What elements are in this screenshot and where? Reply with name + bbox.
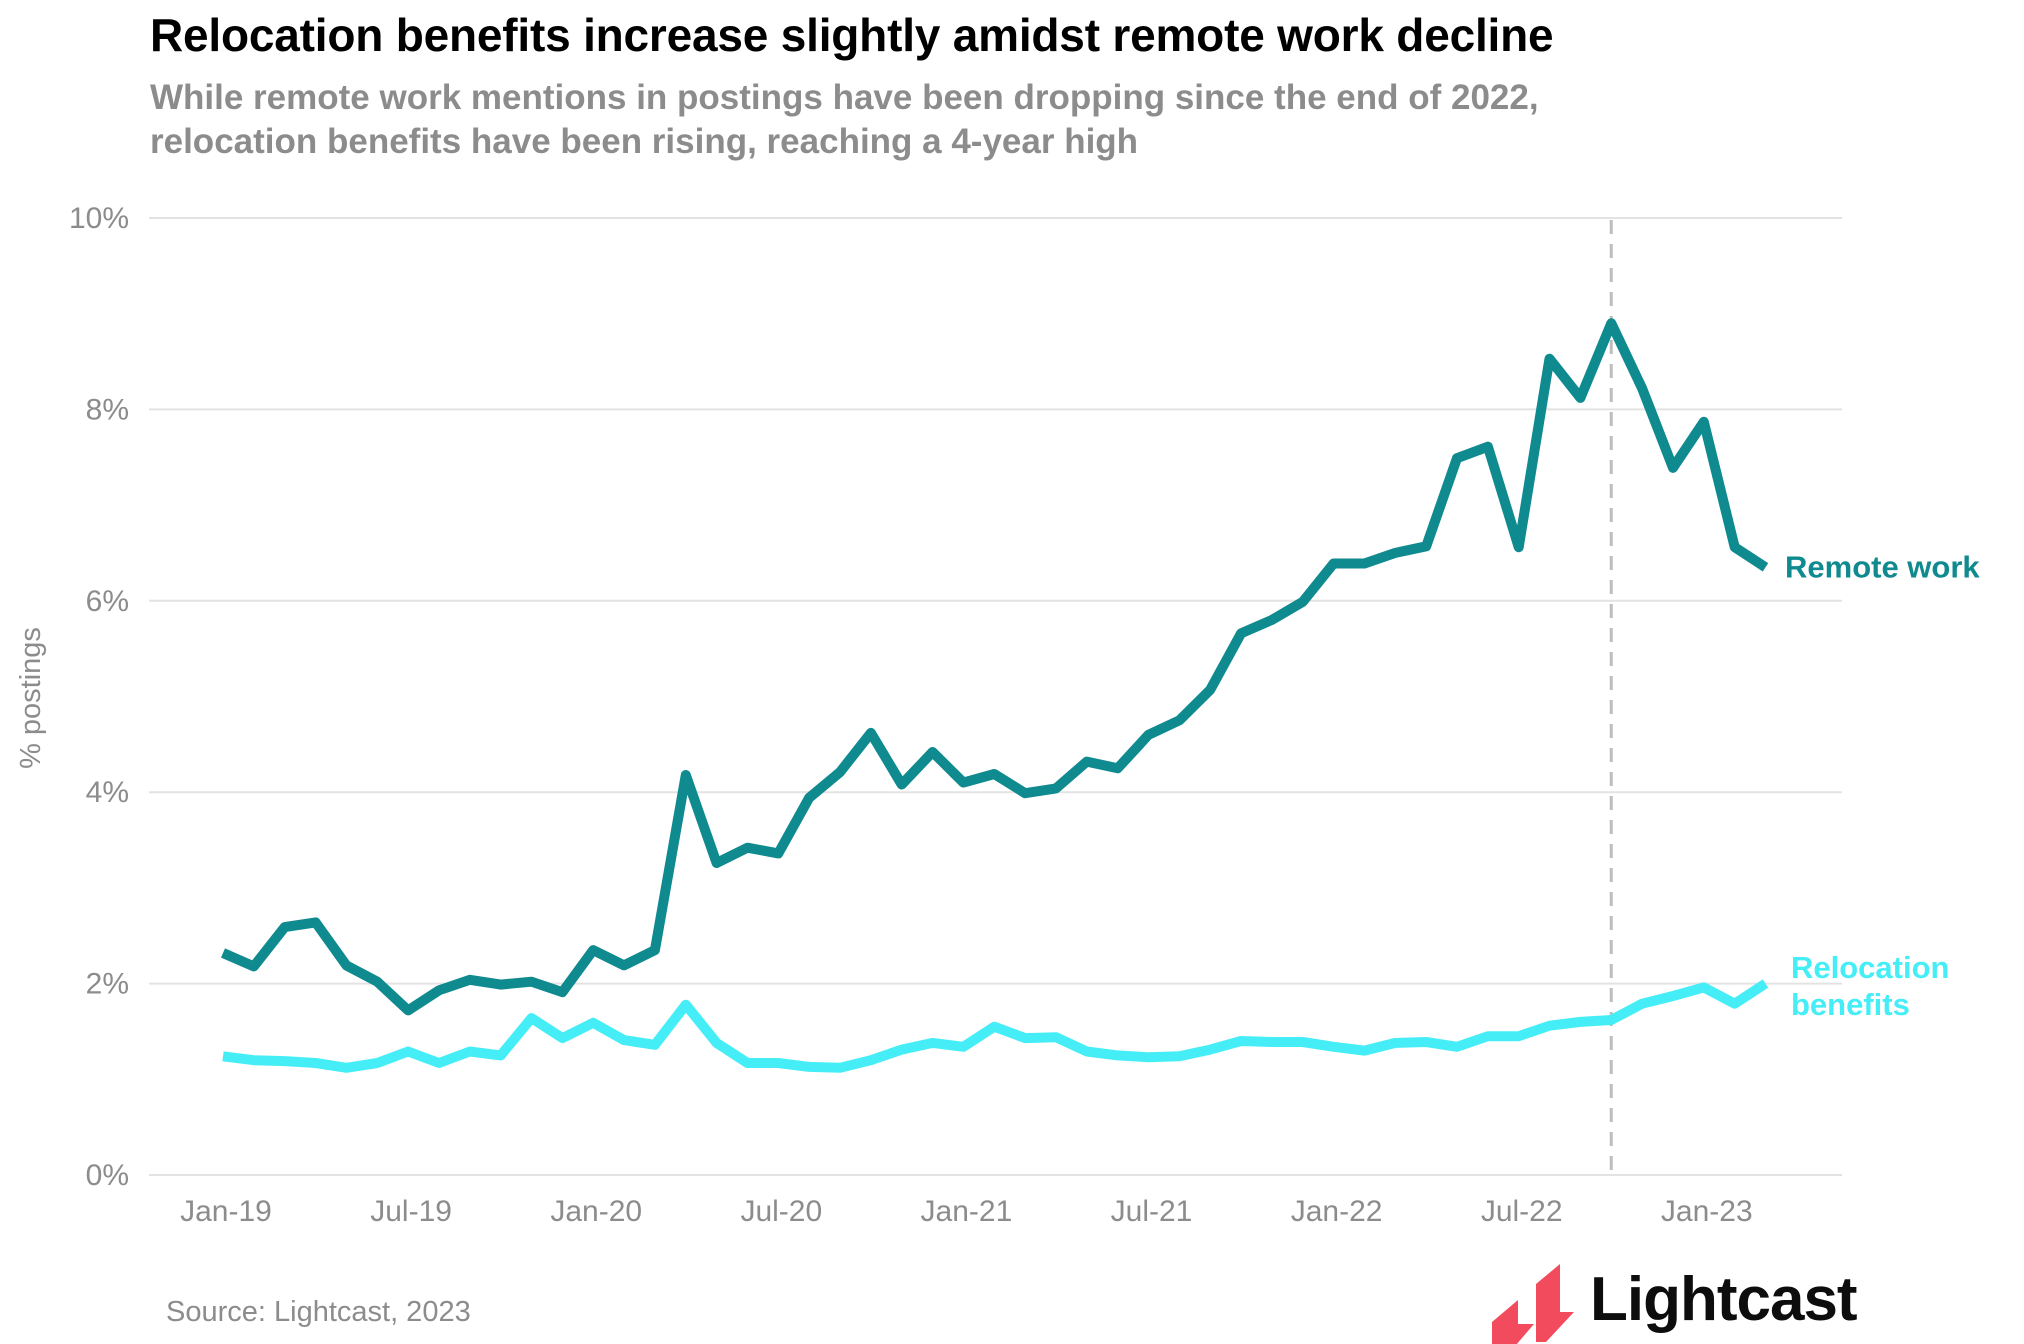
subtitle-line-2: relocation benefits have been rising, re… (150, 122, 1139, 161)
series-group (221, 318, 1769, 1073)
x-tick-label: Jan-23 (1661, 1195, 1753, 1228)
x-axis-ticks: Jan-19 Jul-19 Jan-20 Jul-20 Jan-21 Jul-21 Jan-… (180, 1195, 1753, 1228)
remote-work-label: Remote work (1785, 549, 1980, 584)
y-tick-label: 10% (69, 202, 129, 235)
relocation-benefits-line (222, 979, 1769, 1073)
source-note: Source: Lightcast, 2023 (166, 1296, 471, 1328)
y-axis-label: % postings (15, 627, 47, 769)
subtitle-line-1: While remote work mentions in postings h… (150, 78, 1539, 117)
x-tick-label: Jan-19 (180, 1195, 272, 1228)
relocation-benefits-label: benefits (1791, 987, 1910, 1022)
x-tick-label: Jul-22 (1481, 1195, 1563, 1228)
lightcast-logo: Lightcast (1490, 1262, 1858, 1344)
y-tick-label: 6% (86, 585, 129, 618)
x-tick-label: Jan-21 (921, 1195, 1013, 1228)
y-tick-label: 0% (86, 1159, 129, 1192)
gridlines (149, 217, 1842, 1176)
y-tick-label: 2% (86, 968, 129, 1001)
chart-subtitle: While remote work mentions in postings h… (150, 76, 1539, 164)
chart-title: Relocation benefits increase slightly am… (150, 9, 1554, 61)
x-tick-label: Jul-19 (370, 1195, 452, 1228)
lightcast-logo-icon (1492, 1264, 1574, 1344)
lightcast-logo-text: Lightcast (1590, 1265, 1858, 1334)
y-axis-ticks: 0% 2% 4% 6% 8% 10% (69, 202, 129, 1192)
x-tick-label: Jul-21 (1111, 1195, 1193, 1228)
logo-shape-lower (1492, 1300, 1534, 1344)
x-tick-label: Jan-20 (550, 1195, 642, 1228)
x-tick-label: Jan-22 (1291, 1195, 1383, 1228)
logo-shape-upper (1536, 1264, 1574, 1342)
remote-work-line (221, 318, 1769, 1016)
y-tick-label: 8% (86, 393, 129, 426)
y-tick-label: 4% (86, 776, 129, 809)
relocation-benefits-label: Relocation (1791, 950, 1949, 985)
x-tick-label: Jul-20 (740, 1195, 822, 1228)
